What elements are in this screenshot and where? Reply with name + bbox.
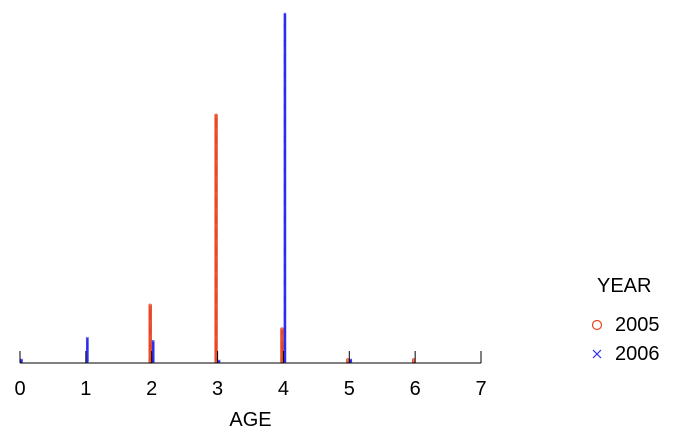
point-2005-age-2 [148,303,152,364]
point-2006-age-1 [85,336,89,364]
x-tick-label-7: 7 [475,378,486,400]
x-tick-label-5: 5 [344,378,355,400]
legend: YEAR 2005 2006 [591,275,660,365]
x-tick-label-1: 1 [80,378,91,400]
legend-marker-2006 [592,349,602,359]
x-tick-label-6: 6 [410,378,421,400]
x-axis-label: AGE [229,409,271,431]
legend-label-2005: 2005 [615,314,660,336]
point-2005-age-3 [214,113,218,364]
point-2006-age-2 [151,339,155,364]
legend-title: YEAR [597,275,651,297]
point-2006-age-4 [283,12,287,364]
series-2006 [20,12,353,364]
point-2005-age-4 [280,327,284,364]
chart-marks [20,12,416,364]
x-tick-label-0: 0 [14,378,25,400]
legend-entries: 2005 2006 [591,314,660,365]
series-2005 [148,113,416,364]
legend-marker-2005 [591,319,603,331]
x-ticks: 0 1 2 3 4 5 6 7 [14,351,487,400]
x-tick-label-4: 4 [278,378,289,400]
point-2006-age-5 [349,358,353,364]
x-tick-label-3: 3 [212,378,223,400]
x-tick-label-2: 2 [146,378,157,400]
legend-label-2006: 2006 [615,343,660,365]
